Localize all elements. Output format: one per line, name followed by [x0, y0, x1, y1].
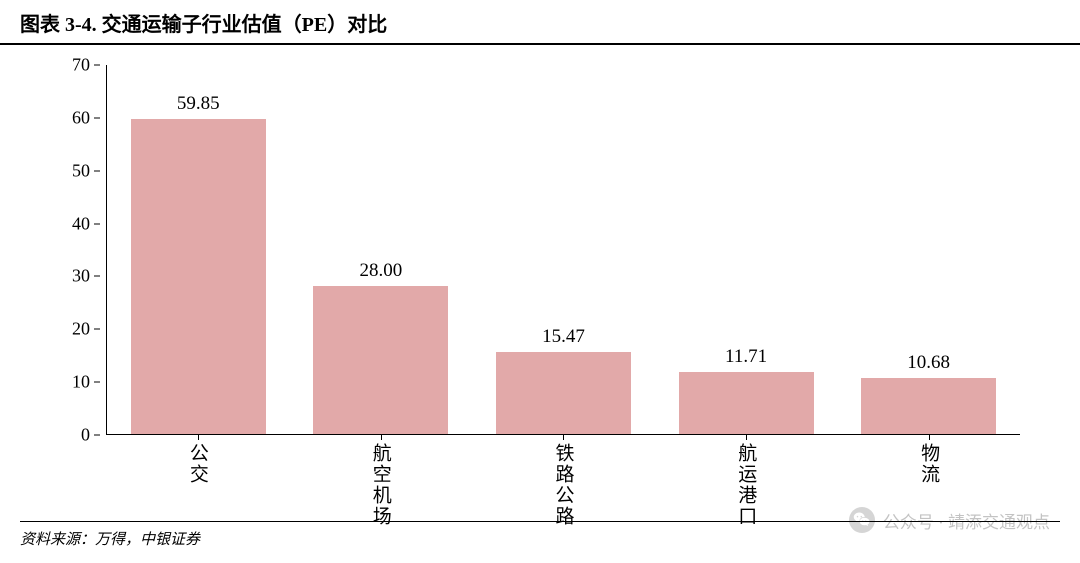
plot-area: 59.85 28.00 15.47 11.71 10.68: [106, 65, 1020, 435]
y-tick-label: 50: [50, 160, 90, 181]
bar: [131, 119, 266, 434]
source-text: 资料来源：万得，中银证券: [20, 528, 1060, 549]
x-label-text: 航运港口: [732, 443, 759, 527]
y-tick-mark: [94, 329, 100, 330]
chart-header: 图表 3-4. 交通运输子行业估值（PE）对比: [0, 0, 1080, 45]
y-tick-label: 30: [50, 266, 90, 287]
x-tick-mark: [929, 434, 930, 440]
y-tick-label: 70: [50, 55, 90, 76]
y-tick-mark: [94, 435, 100, 436]
bar-value-label: 28.00: [360, 260, 403, 282]
chart-title: 图表 3-4. 交通运输子行业估值（PE）对比: [20, 8, 1060, 37]
y-tick-mark: [94, 117, 100, 118]
bar: [861, 378, 996, 434]
x-label-text: 航空机场: [367, 443, 394, 527]
bar: [313, 286, 448, 434]
x-tick-mark: [563, 434, 564, 440]
y-tick-mark: [94, 65, 100, 66]
y-tick-label: 20: [50, 319, 90, 340]
y-tick-mark: [94, 223, 100, 224]
bar-wrap: 59.85: [107, 65, 290, 434]
x-tick-mark: [381, 434, 382, 440]
bar-value-label: 10.68: [907, 352, 950, 374]
bar: [679, 372, 814, 434]
bar-value-label: 59.85: [177, 93, 220, 115]
bar-wrap: 15.47: [472, 65, 655, 434]
x-label: 铁路公路: [472, 443, 655, 527]
y-tick-label: 0: [50, 425, 90, 446]
y-tick-label: 40: [50, 213, 90, 234]
bars-container: 59.85 28.00 15.47 11.71 10.68: [107, 65, 1020, 434]
x-label: 公交: [106, 443, 289, 527]
bar-wrap: 28.00: [290, 65, 473, 434]
x-label: 航空机场: [289, 443, 472, 527]
x-label-text: 公交: [184, 443, 211, 527]
chart-area: 010203040506070 59.8528.0015.4711.7110.6…: [70, 65, 1040, 435]
chart-footer: 资料来源：万得，中银证券: [20, 521, 1060, 549]
x-tick-mark: [746, 434, 747, 440]
x-label-text: 铁路公路: [549, 443, 576, 527]
y-tick-label: 10: [50, 372, 90, 393]
y-tick-mark: [94, 382, 100, 383]
bar-value-label: 11.71: [725, 346, 767, 368]
y-tick-mark: [94, 170, 100, 171]
x-label: 航运港口: [654, 443, 837, 527]
bar-wrap: 10.68: [837, 65, 1020, 434]
y-tick-mark: [94, 276, 100, 277]
bar: [496, 352, 631, 434]
y-tick-label: 60: [50, 107, 90, 128]
bar-wrap: 11.71: [655, 65, 838, 434]
y-axis: 010203040506070: [60, 65, 100, 435]
x-tick-mark: [198, 434, 199, 440]
bar-value-label: 15.47: [542, 326, 585, 348]
